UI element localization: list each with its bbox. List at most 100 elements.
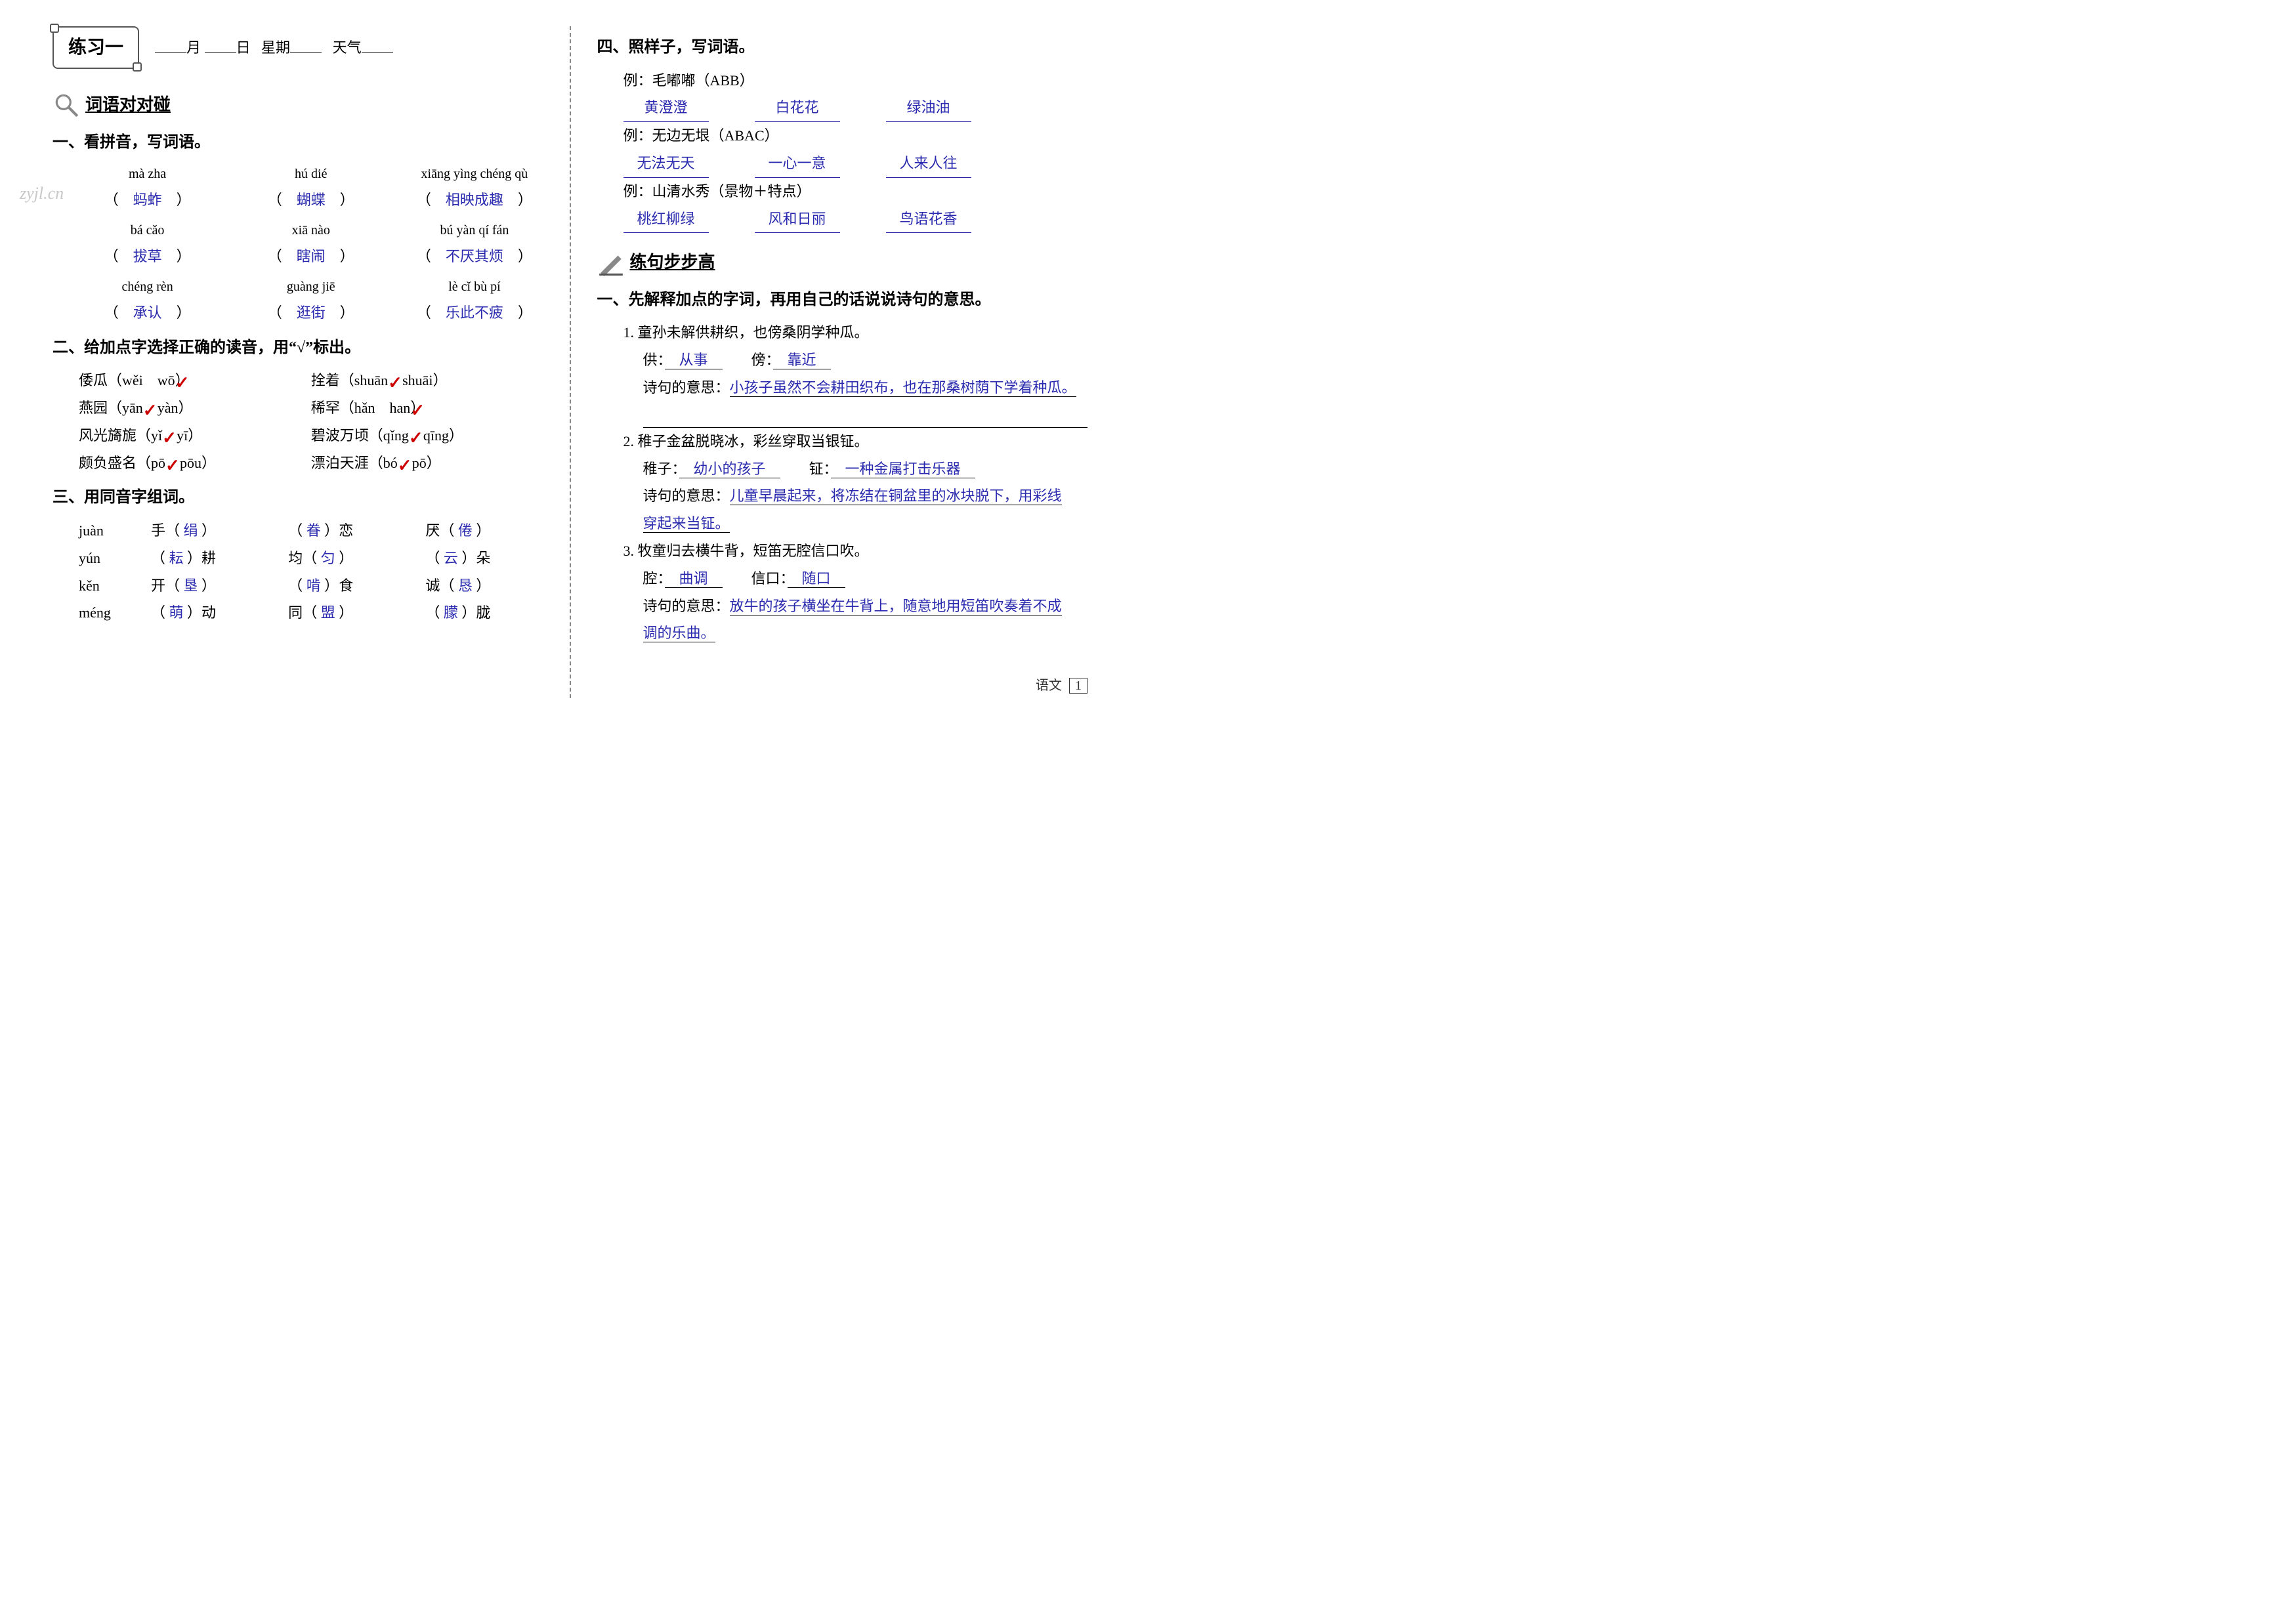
meaning-line-2: 穿起来当钲。 [643, 510, 1088, 537]
pinyin-text: hú dié [242, 161, 379, 186]
fill-answer: 鸟语花香 [886, 205, 971, 234]
day-label: 日 [236, 39, 251, 56]
weather-label: 天气 [333, 39, 362, 56]
pinyin-text: lè cǐ bù pí [406, 274, 543, 299]
answer-cell: （ 蚂蚱 ） [79, 186, 216, 214]
magnifier-icon [53, 91, 80, 119]
poems-area: 1. 童孙未解供耕织，也傍桑阴学种瓜。供： 从事 傍： 靠近 诗句的意思：小孩子… [597, 319, 1088, 647]
pinyin-text: guàng jiē [242, 274, 379, 299]
answer-cell: （ 逛街 ） [242, 299, 379, 327]
answer-cell: （ 蝴蝶 ） [242, 186, 379, 214]
pronunciation-choice: 碧波万顷（qǐng✓ qīng） [311, 427, 463, 444]
section-2-title: 练句步步高 [630, 246, 715, 278]
q3-heading: 三、用同音字组词。 [53, 483, 543, 513]
footer-subject: 语文 [1036, 678, 1062, 693]
fill-answer: 风和日丽 [755, 205, 840, 234]
header-row: 练习一 月 日 星期 天气 [53, 26, 543, 69]
column-divider [570, 26, 571, 698]
q4-heading: 四、照样子，写词语。 [597, 33, 1088, 63]
section-head-1: 词语对对碰 [53, 89, 543, 121]
footer-page: 1 [1069, 678, 1087, 694]
fill-answer: 桃红柳绿 [623, 205, 709, 234]
poem-line: 2. 稚子金盆脱晓冰，彩丝穿取当银钲。 [623, 428, 1088, 455]
answer-text: 瞎闹 [297, 248, 326, 264]
answer-cell: （ 乐此不疲 ） [406, 299, 543, 327]
fill-row: 桃红柳绿 风和日丽 鸟语花香 [623, 205, 1088, 234]
tick-icon: ✓ [388, 367, 402, 399]
pinyin-text: bú yàn qí fán [406, 218, 543, 243]
word-explain: 供： 从事 傍： 靠近 [643, 346, 1088, 374]
page: 练习一 月 日 星期 天气 词语对对碰 一、看拼音，写词语。 mà zha hú … [39, 26, 1101, 698]
answer-text: 乐此不疲 [446, 304, 503, 321]
tick-icon: ✓ [143, 394, 158, 427]
right-column: 四、照样子，写词语。 例：毛嘟嘟（ABB）黄澄澄 白花花 绿油油例：无边无垠（ABA… [584, 26, 1101, 698]
answer-text: 不厌其烦 [446, 248, 503, 264]
left-column: 练习一 月 日 星期 天气 词语对对碰 一、看拼音，写词语。 mà zha hú … [39, 26, 557, 698]
fill-answer: 黄澄澄 [623, 94, 709, 122]
month-blank[interactable] [155, 35, 186, 52]
meaning-line: 诗句的意思：儿童早晨起来，将冻结在铜盆里的冰块脱下，用彩线 [643, 482, 1088, 510]
fill-answer: 无法无天 [623, 150, 709, 178]
page-footer: 语文 1 [597, 673, 1088, 698]
exercise-title: 练习一 [53, 26, 139, 69]
q4-area: 例：毛嘟嘟（ABB）黄澄澄 白花花 绿油油例：无边无垠（ABAC）无法无天 一心一意 人… [597, 67, 1088, 234]
month-label: 月 [186, 39, 201, 56]
week-blank[interactable] [290, 35, 322, 52]
day-blank[interactable] [205, 35, 236, 52]
pinyin-text: bá cǎo [79, 218, 216, 243]
meaning-line: 诗句的意思：小孩子虽然不会耕田织布，也在那桑树荫下学着种瓜。 [643, 374, 1088, 402]
homophone-row: juàn手（ 绢 ）（ 眷 ）恋厌（ 倦 ） [79, 517, 543, 545]
r-q1-heading: 一、先解释加点的字词，再用自己的话说说诗句的意思。 [597, 285, 1088, 316]
pronunciation-choice: 颇负盛名（pō✓ pōu） [79, 455, 216, 471]
fill-answer: 一心一意 [755, 150, 840, 178]
pronunciation-choice: 拴着（shuān✓ shuāi） [311, 372, 448, 388]
fill-answer: 白花花 [755, 94, 840, 122]
meaning-line: 诗句的意思：放牛的孩子横坐在牛背上，随意地用短笛吹奏着不成 [643, 593, 1088, 620]
pronunciation-choice: 倭瓜（wěi wō✓） [79, 372, 190, 388]
weather-blank[interactable] [362, 35, 393, 52]
q2-heading: 二、给加点字选择正确的读音，用“√”标出。 [53, 333, 543, 364]
example-label: 例：无边无垠（ABAC） [623, 122, 1088, 150]
tick-icon: ✓ [165, 449, 180, 482]
blank-line[interactable] [643, 406, 1088, 428]
answer-cell: （ 相映成趣 ） [406, 186, 543, 214]
pen-icon [597, 249, 625, 276]
section-1-title: 词语对对碰 [85, 89, 171, 121]
q3-area: juàn手（ 绢 ）（ 眷 ）恋厌（ 倦 ）yún（ 耘 ）耕均（ 匀 ）（ 云… [53, 517, 543, 627]
pinyin-text: chéng rèn [79, 274, 216, 299]
answer-text: 拔草 [133, 248, 162, 264]
answer-text: 蝴蝶 [297, 192, 326, 208]
pronunciation-choice: 稀罕（hǎn han✓） [311, 400, 425, 416]
section-head-2: 练句步步高 [597, 246, 1088, 278]
fill-answer: 绿油油 [886, 94, 971, 122]
pronunciation-choice: 漂泊天涯（bó✓ pō） [311, 455, 441, 471]
pronunciation-choice: 燕园（yān✓ yàn） [79, 400, 193, 416]
pinyin-text: xiā nào [242, 218, 379, 243]
fill-row: 无法无天 一心一意 人来人往 [623, 150, 1088, 178]
example-label: 例：毛嘟嘟（ABB） [623, 67, 1088, 94]
answer-cell: （ 拔草 ） [79, 243, 216, 270]
poem-line: 3. 牧童归去横牛背，短笛无腔信口吹。 [623, 537, 1088, 565]
answer-text: 相映成趣 [446, 192, 503, 208]
pinyin-text: xiāng yìng chéng qù [406, 161, 543, 186]
poem-line: 1. 童孙未解供耕织，也傍桑阴学种瓜。 [623, 319, 1088, 346]
week-label: 星期 [261, 39, 290, 56]
homophone-row: méng（ 萌 ）动同（ 盟 ）（ 朦 ）胧 [79, 599, 543, 627]
answer-cell: （ 承认 ） [79, 299, 216, 327]
example-label: 例：山清水秀（景物＋特点） [623, 178, 1088, 205]
q2-area: 倭瓜（wěi wō✓） 拴着（shuān✓ shuāi） 燕园（yān✓ yàn） 稀… [53, 367, 543, 476]
homophone-row: yún（ 耘 ）耕均（ 匀 ）（ 云 ）朵 [79, 545, 543, 572]
date-area: 月 日 星期 天气 [155, 34, 393, 62]
answer-text: 逛街 [297, 304, 326, 321]
fill-answer: 人来人往 [886, 150, 971, 178]
fill-row: 黄澄澄 白花花 绿油油 [623, 94, 1088, 122]
answer-text: 蚂蚱 [133, 192, 162, 208]
meaning-line-2: 调的乐曲。 [643, 619, 1088, 647]
pinyin-text: mà zha [79, 161, 216, 186]
word-explain: 稚子： 幼小的孩子 钲： 一种金属打击乐器 [643, 455, 1088, 483]
homophone-row: kěn开（ 垦 ）（ 啃 ）食诚（ 恳 ） [79, 572, 543, 600]
tick-icon: ✓ [175, 367, 190, 399]
q1-heading: 一、看拼音，写词语。 [53, 128, 543, 158]
word-explain: 腔： 曲调 信口： 随口 [643, 565, 1088, 593]
answer-cell: （ 瞎闹 ） [242, 243, 379, 270]
